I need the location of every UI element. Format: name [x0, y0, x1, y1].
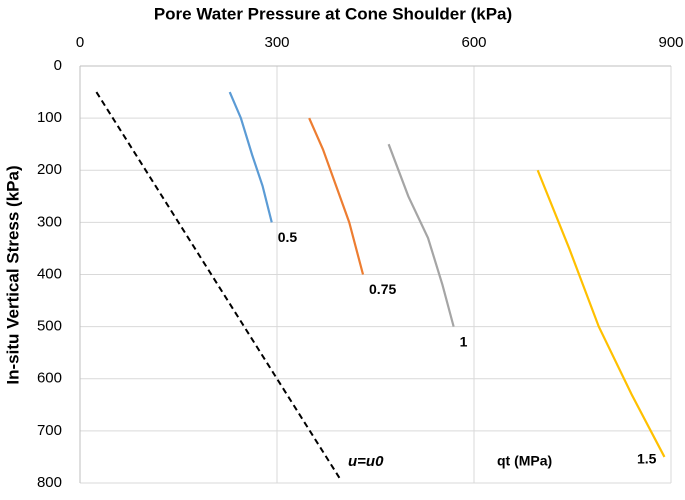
y-tick-label: 100: [37, 109, 62, 126]
legend-title: qt (MPa): [497, 453, 552, 469]
series-line: [536, 169, 666, 458]
y-tick-label: 800: [37, 474, 62, 491]
y-tick-label: 400: [37, 265, 62, 282]
series-line: [228, 91, 273, 223]
y-tick-label: 600: [37, 370, 62, 387]
x-tick-label: 0: [76, 34, 84, 51]
series-line: [308, 117, 365, 275]
y-tick-label: 700: [37, 422, 62, 439]
series-label: 1: [460, 333, 468, 349]
y-tick-label: 300: [37, 213, 62, 230]
x-tick-label: 900: [658, 34, 683, 51]
x-tick-label: 600: [461, 34, 486, 51]
series-label: u=u0: [348, 453, 384, 470]
series-label: 1.5: [637, 451, 657, 467]
y-tick-label: 500: [37, 318, 62, 335]
series-label: 0.75: [369, 281, 396, 297]
x-tick-label: 300: [264, 34, 289, 51]
series-label: 0.5: [278, 229, 298, 245]
y-tick-label: 0: [54, 57, 62, 74]
y-axis-title: In-situ Vertical Stress (kPa): [3, 165, 22, 384]
series-line: [95, 91, 341, 479]
chart-title: Pore Water Pressure at Cone Shoulder (kP…: [154, 4, 512, 23]
series-line: [387, 143, 455, 327]
y-tick-label: 200: [37, 161, 62, 178]
